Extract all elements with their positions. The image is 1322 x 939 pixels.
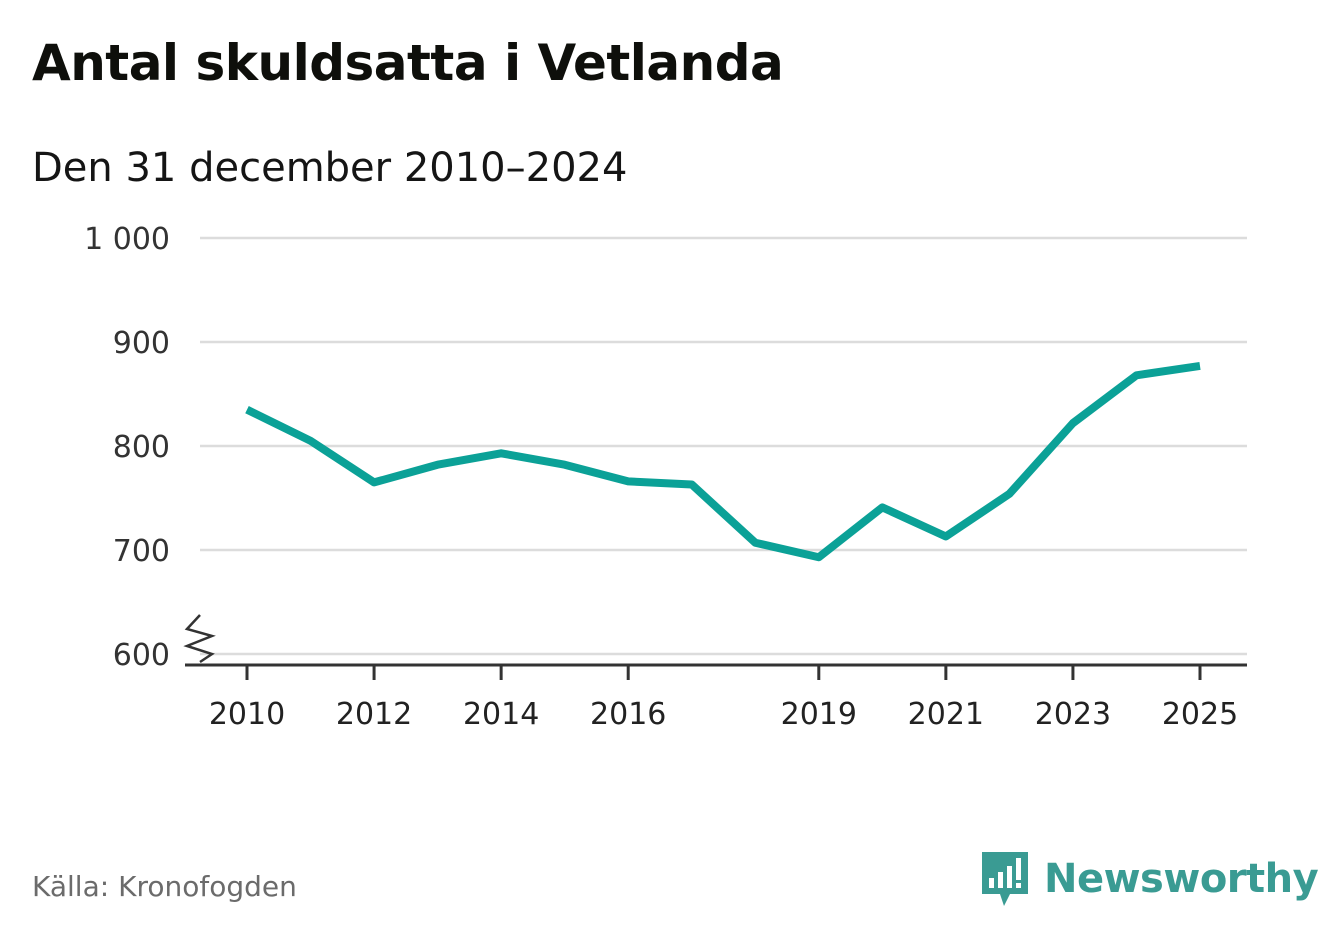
data-point [243,406,251,414]
x-axis [183,614,1247,667]
data-point [1005,490,1013,498]
data-point [1069,419,1077,427]
data-point [434,461,442,469]
data-point [561,461,569,469]
data-point [815,553,823,561]
source-note: Källa: Kronofogden [32,870,297,903]
series-layer [243,361,1204,562]
data-point [1132,371,1140,379]
x-tick-label: 2014 [463,697,539,732]
gridlines [200,236,1247,656]
chart-subtitle: Den 31 december 2010–2024 [32,145,628,191]
brand-logo: Newsworthy [980,848,1319,910]
y-tick-label: 800 [113,430,170,465]
axis-break-mark [183,614,216,664]
x-tick-label: 2012 [336,697,412,732]
x-tick-label: 2025 [1162,697,1238,732]
y-tick-label: 1 000 [84,222,170,257]
data-point [688,480,696,488]
x-axis-ticks: 2010 2012 2014 2016 2019 2021 2023 2025 [209,665,1238,732]
x-tick-label: 2019 [781,697,857,732]
data-point [1196,362,1204,370]
chart-title: Antal skuldsatta i Vetlanda [32,34,784,92]
data-point [751,539,759,547]
chart-bubble-icon [982,852,1028,906]
x-tick-label: 2010 [209,697,285,732]
series-line [245,361,1201,562]
y-tick-label: 900 [113,326,170,361]
x-tick-label: 2023 [1035,697,1111,732]
x-tick-label: 2021 [908,697,984,732]
data-point [878,503,886,511]
data-point [497,449,505,457]
data-point [624,477,632,485]
data-point [942,532,950,540]
x-tick-label: 2016 [590,697,666,732]
data-point [370,478,378,486]
data-point [307,437,315,445]
brand-name: Newsworthy [1044,856,1319,902]
y-tick-label: 700 [113,534,170,569]
y-tick-label: 600 [113,638,170,673]
y-axis-ticks: 600 700 800 900 1 000 [84,222,170,673]
